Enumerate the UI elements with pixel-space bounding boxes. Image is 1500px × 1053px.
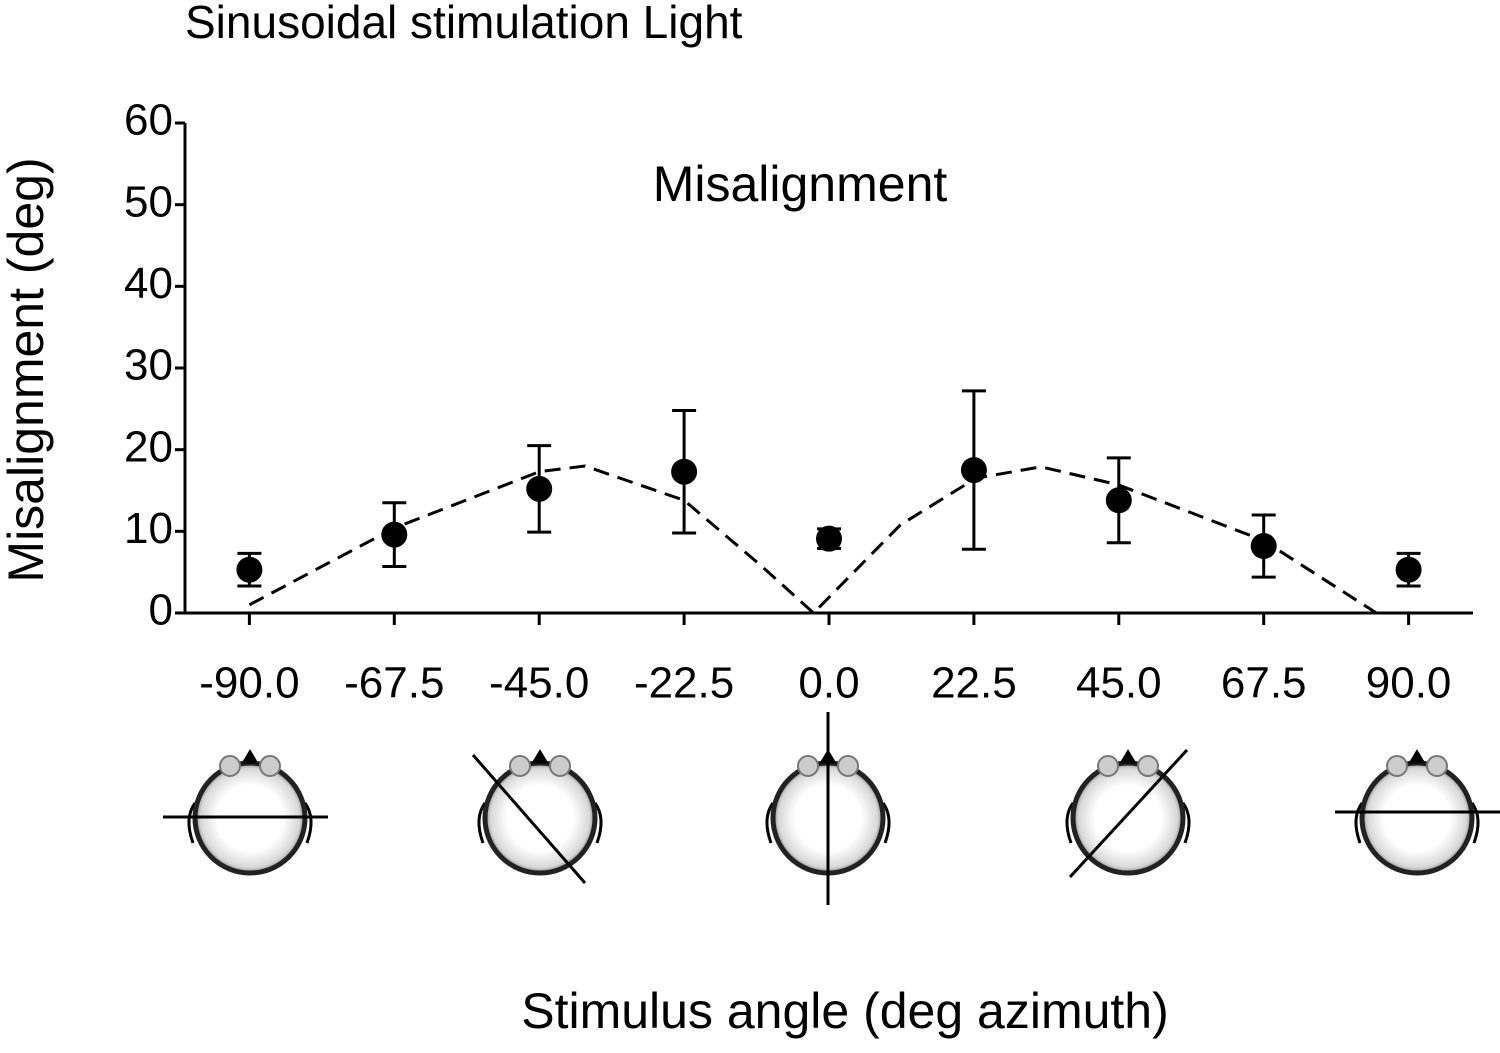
data-point <box>236 556 263 583</box>
y-tick-label: 20 <box>124 422 173 471</box>
x-tick-label: -45.0 <box>489 659 589 708</box>
data-point <box>1250 533 1277 560</box>
x-tick-label: 0.0 <box>798 659 859 708</box>
data-point <box>1395 556 1422 583</box>
fit-curve <box>248 464 1378 616</box>
y-tick-label: 0 <box>149 586 173 635</box>
x-tick-label: 67.5 <box>1221 659 1307 708</box>
head-icons <box>163 712 1500 905</box>
x-tick-label: -67.5 <box>344 659 444 708</box>
x-tick-label: 22.5 <box>931 659 1017 708</box>
annotation: Misalignment <box>653 156 948 212</box>
y-tick-label: 50 <box>124 177 173 226</box>
data-point <box>671 458 698 485</box>
y-tick-label: 10 <box>124 504 173 553</box>
y-tick-label: 40 <box>124 259 173 308</box>
y-tick-label: 60 <box>124 96 173 145</box>
y-tick-label: 30 <box>124 341 173 390</box>
x-axis-label: Stimulus angle (deg azimuth) <box>521 983 1169 1039</box>
x-tick-label: -22.5 <box>634 659 734 708</box>
data-point <box>816 525 842 552</box>
x-tick-label: -90.0 <box>199 659 299 708</box>
data-point <box>960 457 987 484</box>
x-tick-label: 45.0 <box>1076 659 1162 708</box>
data-point <box>381 521 408 548</box>
chart-title: Sinusoidal stimulation Light <box>185 0 743 48</box>
x-tick-label: 90.0 <box>1366 659 1452 708</box>
data-point <box>526 475 553 502</box>
y-axis-label: Misalignment (deg) <box>0 157 54 582</box>
data-point <box>1105 487 1132 514</box>
